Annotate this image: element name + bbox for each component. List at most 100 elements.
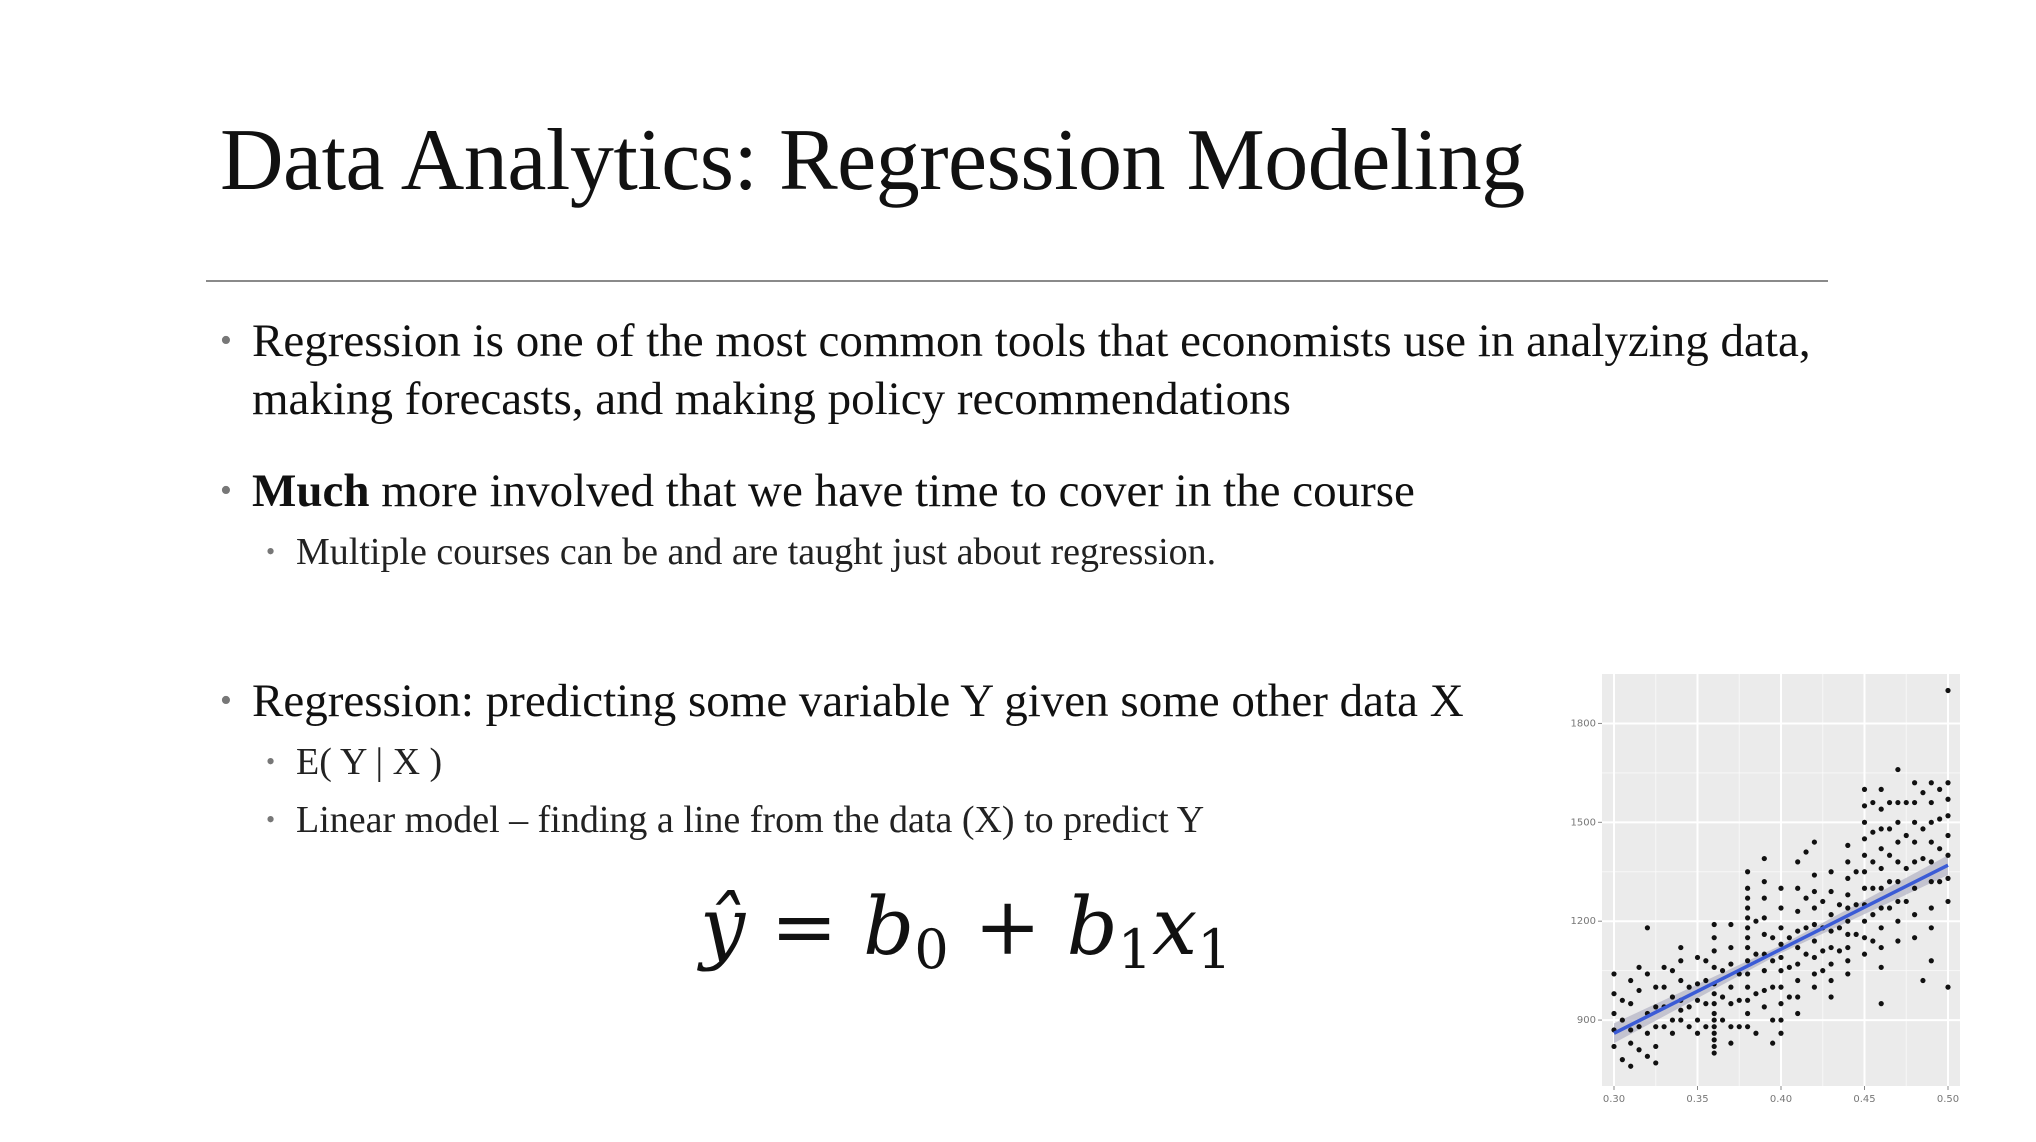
bullet-rest-text: more involved that we have time to cover… <box>369 465 1415 517</box>
data-point <box>1928 819 1934 825</box>
data-point <box>1853 902 1859 908</box>
data-point <box>1795 961 1801 967</box>
data-point <box>1803 951 1809 957</box>
data-point <box>1870 799 1876 806</box>
data-point <box>1711 1030 1717 1036</box>
data-point <box>1611 971 1617 977</box>
data-point <box>1628 1001 1634 1007</box>
data-point <box>1753 918 1759 924</box>
data-point <box>1786 994 1792 1000</box>
x-tick-label: 0.50 <box>1937 1094 1959 1105</box>
data-point <box>1795 944 1801 951</box>
data-point <box>1711 1010 1717 1017</box>
data-point <box>1845 971 1851 977</box>
data-point <box>1895 859 1901 865</box>
data-point <box>1886 826 1893 832</box>
formula-x1-subscript: 1 <box>1197 918 1232 981</box>
data-point <box>1811 938 1817 944</box>
data-point <box>1811 839 1817 845</box>
data-point <box>1836 925 1843 931</box>
data-point <box>1937 816 1943 822</box>
data-point <box>1745 944 1751 951</box>
data-point <box>1811 872 1817 878</box>
data-point <box>1895 898 1901 905</box>
data-point <box>1745 971 1751 977</box>
data-point <box>1694 981 1701 987</box>
data-point <box>1711 948 1717 954</box>
data-point <box>1903 799 1909 806</box>
data-point <box>1828 888 1834 895</box>
data-point <box>1761 855 1767 862</box>
data-point <box>1878 826 1884 832</box>
data-point <box>1770 935 1776 941</box>
data-point <box>1795 908 1801 914</box>
data-point <box>1786 964 1792 970</box>
data-point <box>1895 766 1901 773</box>
scatter-plot-svg: 0.30 0.35 0.40 0.45 0.50 1800 1500 1200 900 <box>1571 674 1960 1105</box>
data-point <box>1912 780 1918 786</box>
data-point <box>1945 832 1951 839</box>
data-point <box>1845 944 1851 951</box>
data-point <box>1678 958 1684 964</box>
data-point <box>1653 1043 1659 1050</box>
formula-yhat: ŷ <box>700 880 746 973</box>
data-point <box>1945 852 1951 858</box>
data-point <box>1728 1040 1734 1046</box>
data-point <box>1920 855 1926 862</box>
data-point <box>1611 991 1617 997</box>
data-point <box>1728 961 1734 967</box>
data-point <box>1745 997 1751 1003</box>
data-point <box>1928 839 1934 845</box>
data-point <box>1912 935 1918 941</box>
data-point <box>1928 925 1934 931</box>
data-point <box>1761 931 1767 937</box>
data-point <box>1828 994 1834 1000</box>
data-point <box>1878 964 1884 970</box>
data-point <box>1845 875 1851 881</box>
data-point <box>1895 799 1901 806</box>
data-point <box>1895 918 1901 924</box>
data-point <box>1928 905 1934 911</box>
data-point <box>1795 1010 1801 1017</box>
data-point <box>1828 977 1834 984</box>
data-point <box>1778 905 1784 911</box>
data-point <box>1870 938 1876 944</box>
x-tick-label: 0.45 <box>1853 1094 1875 1105</box>
data-point <box>1853 869 1859 875</box>
data-point <box>1736 997 1742 1003</box>
sub-bullet-dot-icon: • <box>266 805 276 834</box>
data-point <box>1878 1001 1884 1007</box>
data-point <box>1920 826 1926 832</box>
data-point <box>1761 879 1767 885</box>
data-point <box>1728 944 1734 951</box>
bullet-dot-icon: • <box>220 682 232 719</box>
data-point <box>1719 1017 1726 1023</box>
data-point <box>1878 865 1884 872</box>
data-point <box>1845 859 1851 865</box>
data-point <box>1619 997 1625 1003</box>
data-point <box>1937 846 1943 852</box>
data-point <box>1778 1001 1784 1007</box>
data-point <box>1653 1024 1659 1030</box>
data-point <box>1895 879 1901 885</box>
data-point <box>1945 796 1951 802</box>
data-point <box>1928 780 1934 786</box>
data-point <box>1678 977 1684 984</box>
sub-bullet-text: E( Y | X ) <box>296 741 443 783</box>
data-point <box>1861 935 1868 941</box>
data-point <box>1745 958 1751 964</box>
bullet-text: Regression is one of the most common too… <box>252 315 1811 425</box>
data-point <box>1928 859 1934 865</box>
data-point <box>1786 935 1792 941</box>
data-point <box>1611 1010 1617 1017</box>
formula-x1: x <box>1152 880 1198 973</box>
data-point <box>1728 1001 1734 1007</box>
y-tick-label: 1500 <box>1571 817 1596 828</box>
data-point <box>1644 1030 1650 1036</box>
data-point <box>1703 1024 1709 1030</box>
data-point <box>1778 1017 1784 1023</box>
data-point <box>1870 829 1876 835</box>
data-point <box>1828 912 1834 918</box>
data-point <box>1920 977 1926 984</box>
y-tick-label: 1200 <box>1571 916 1596 927</box>
